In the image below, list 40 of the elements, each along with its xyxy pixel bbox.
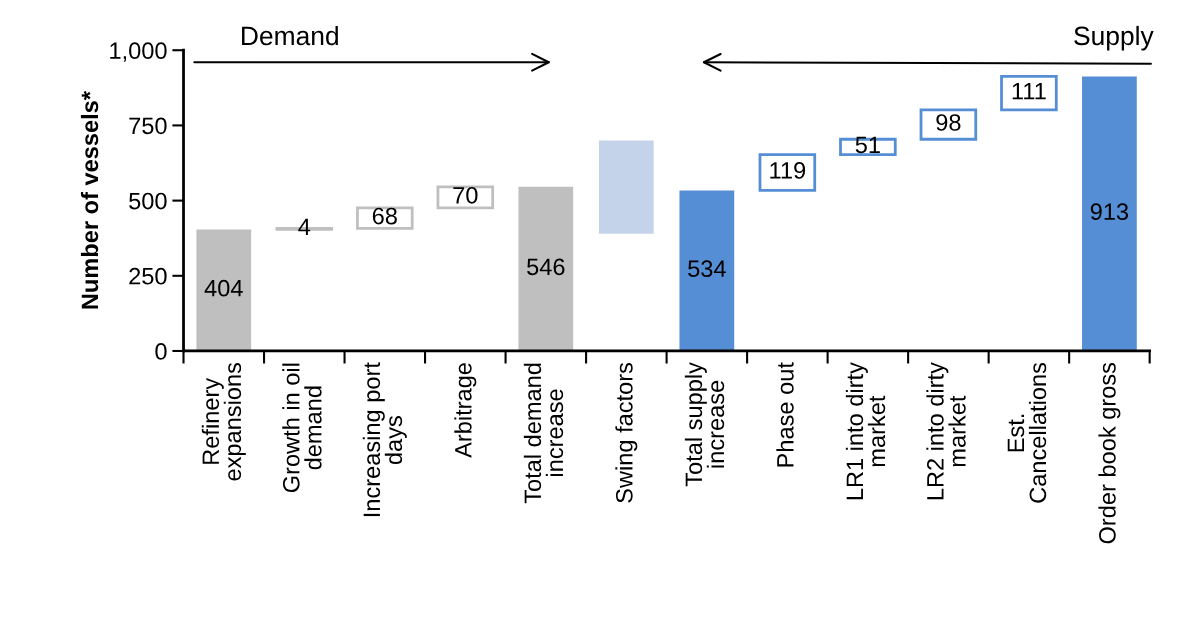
data-label: 70: [453, 186, 478, 204]
bar: [436, 185, 495, 210]
data-label: 546: [527, 258, 565, 276]
y-tick-label: 250: [129, 267, 167, 285]
annotation: Supply: [1074, 25, 1154, 51]
x-tick-label: Est. Cancellations: [1007, 362, 1047, 503]
y-tick-label: 750: [129, 117, 167, 135]
bar: [518, 186, 574, 351]
x-tick-label: Total demand increase: [523, 363, 564, 504]
y-tick-label: 0: [155, 343, 167, 360]
x-tick-label: Swing factors: [615, 362, 638, 503]
data-label: 111: [1012, 82, 1046, 100]
bar: [598, 140, 654, 234]
bar: [758, 153, 817, 192]
text: Demand: [242, 25, 338, 46]
x-tick-label: Order book gross: [1098, 362, 1121, 544]
data-label: 68: [372, 207, 397, 225]
y-tick-label: 500: [129, 192, 167, 210]
x-tick-label: Total supply increase: [684, 362, 725, 487]
data-label: 51: [855, 136, 880, 154]
data-label: 534: [688, 260, 726, 278]
x-tick-label: Growth in oil demand: [282, 363, 322, 493]
x-tick-label: Phase out: [776, 362, 794, 467]
y-axis-title: Number of vessels*: [80, 91, 99, 309]
bar: [679, 190, 735, 351]
bar: [356, 206, 414, 230]
data-label: 98: [936, 114, 961, 131]
bar: [1000, 75, 1058, 112]
data-label: 119: [770, 162, 806, 179]
x-tick-label: Refinery expansions: [201, 362, 246, 481]
bar: [919, 108, 978, 141]
x-tick-label: LR1 into dirty market: [845, 362, 886, 500]
y-tick-label: 1,000: [110, 42, 167, 62]
x-tick-label: Arbitrage: [454, 363, 477, 458]
data-label: 4: [298, 218, 311, 235]
data-label: 404: [204, 279, 243, 297]
x-tick-label: Increasing port days: [362, 362, 407, 517]
x-tick-label: LR2 into dirty market: [926, 362, 966, 500]
data-label: 913: [1090, 203, 1129, 221]
bar: [196, 229, 252, 351]
